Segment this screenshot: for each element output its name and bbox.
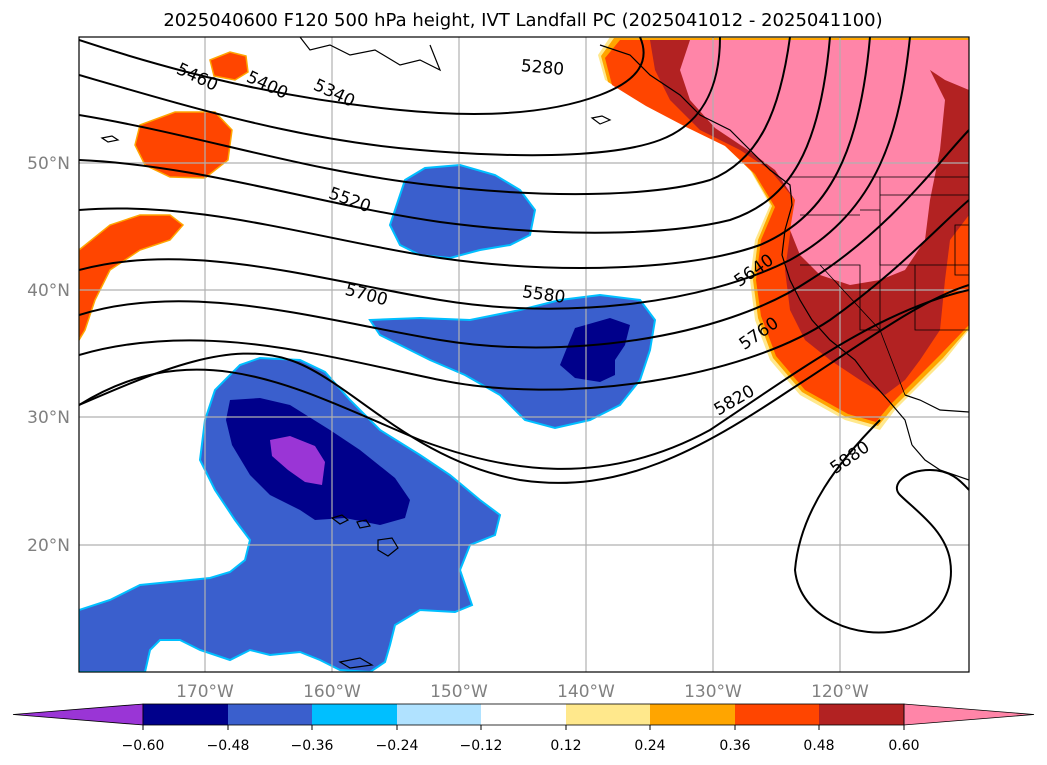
colorbar-tick-label: 0.60 [888, 738, 919, 754]
positive-pc-spots [79, 51, 249, 342]
colorbar-tick-label: −0.36 [291, 738, 334, 754]
latitude-labels: 50°N 40°N 30°N 20°N [27, 154, 70, 556]
coastlines [299, 37, 969, 481]
colorbar-tick-label: −0.12 [460, 738, 503, 754]
height-contours [79, 37, 969, 634]
lat-label: 20°N [27, 536, 70, 556]
colorbar-bin [650, 704, 735, 725]
lon-label: 120°W [811, 682, 869, 702]
negative-pc-regions [79, 163, 657, 672]
colorbar-tick-label: −0.24 [376, 738, 419, 754]
colorbar-extend-min [12, 703, 144, 726]
colorbar-tick-label: 0.36 [719, 738, 750, 754]
graticule [79, 37, 969, 672]
colorbar-bin [228, 704, 312, 725]
islands [100, 135, 399, 669]
colorbar-tick-label: 0.12 [550, 738, 581, 754]
colorbar-extend-max [903, 703, 1035, 726]
contour-label: 5280 [520, 56, 565, 80]
lat-label: 50°N [27, 154, 70, 174]
map-frame [78, 36, 970, 673]
lon-label: 130°W [684, 682, 742, 702]
colorbar-tick-label: 0.24 [634, 738, 665, 754]
lon-label: 140°W [557, 682, 615, 702]
colorbar-tick-label: −0.60 [122, 738, 165, 754]
colorbar-tick-label: −0.48 [207, 738, 250, 754]
map-title: 2025040600 F120 500 hPa height, IVT Land… [163, 10, 882, 31]
map-area: 5280 5340 5400 5460 5520 5580 5640 5700 … [79, 37, 969, 672]
lat-label: 30°N [27, 408, 70, 428]
lon-label: 150°W [430, 682, 488, 702]
lat-label: 40°N [27, 281, 70, 301]
longitude-labels: 170°W 160°W 150°W 140°W 130°W 120°W [176, 682, 869, 702]
lon-label: 160°W [303, 682, 361, 702]
colorbar-tick-label: 0.48 [803, 738, 834, 754]
colorbar: −0.60 −0.48 −0.36 −0.24 −0.12 0.12 0.24 … [12, 703, 1035, 754]
colorbar-bin [566, 704, 650, 725]
lon-label: 170°W [176, 682, 234, 702]
colorbar-bin [735, 704, 819, 725]
colorbar-bin [481, 704, 566, 725]
colorbar-bin [819, 704, 904, 725]
colorbar-bin [312, 704, 397, 725]
colorbar-bin [143, 704, 228, 725]
colorbar-bin [397, 704, 481, 725]
